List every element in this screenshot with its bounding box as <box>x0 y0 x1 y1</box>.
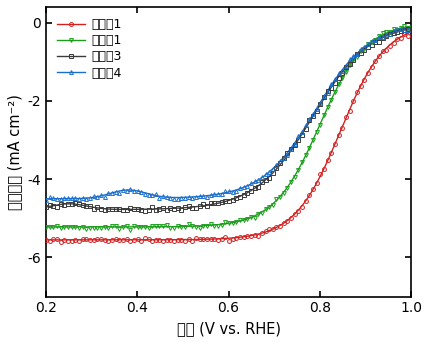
Legend: 实施外1, 对比外1, 对比外3, 对比外4: 实施外1, 对比外1, 对比外3, 对比外4 <box>52 13 127 85</box>
X-axis label: 电压 (V vs. RHE): 电压 (V vs. RHE) <box>177 321 281 336</box>
Y-axis label: 电流密度 (mA cm⁻²): 电流密度 (mA cm⁻²) <box>7 94 22 210</box>
